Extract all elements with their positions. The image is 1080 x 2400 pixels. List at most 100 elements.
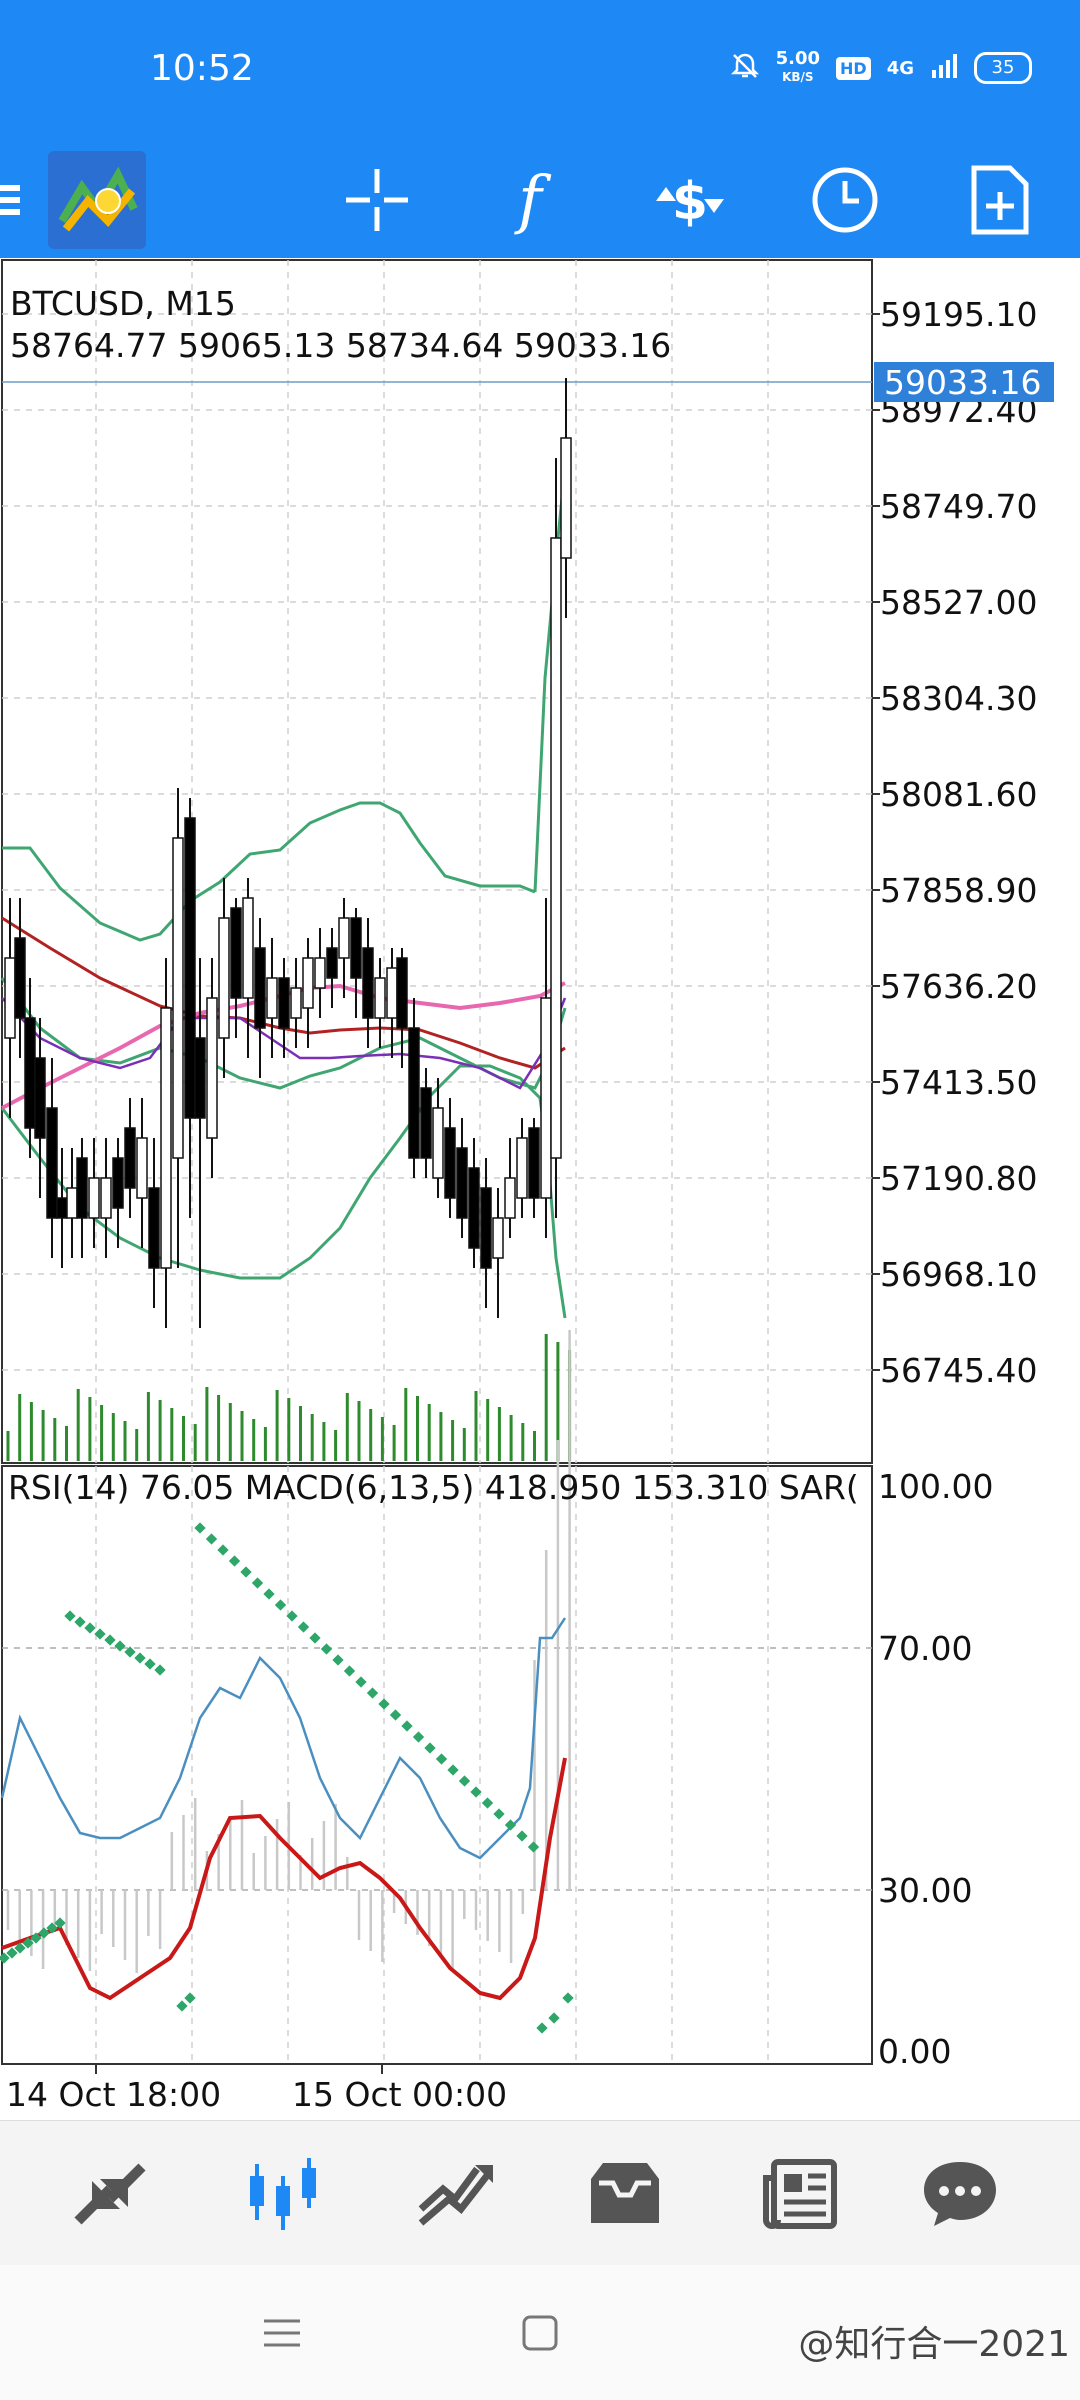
time-axis-label: 14 Oct 18:00 bbox=[6, 2075, 221, 2114]
candle-body bbox=[124, 1127, 136, 1189]
sar-dot bbox=[228, 1555, 241, 1567]
sar-dot bbox=[504, 1819, 517, 1831]
sar-dot bbox=[447, 1764, 459, 1776]
indicator-axis-label: 70.00 bbox=[878, 1629, 972, 1668]
metatrader-logo[interactable] bbox=[42, 142, 152, 258]
candle-body bbox=[314, 957, 326, 989]
chart-icon[interactable] bbox=[212, 2121, 352, 2266]
sar-dot bbox=[274, 1599, 287, 1611]
sar-dot bbox=[6, 1947, 18, 1959]
sar-dot bbox=[424, 1742, 436, 1754]
sar-dot bbox=[493, 1808, 505, 1820]
sar-dot bbox=[217, 1544, 229, 1556]
sar-dot bbox=[0, 1952, 10, 1964]
indicator-axis-label: 30.00 bbox=[878, 1871, 972, 1910]
sar-dot bbox=[320, 1643, 333, 1655]
quotes-icon[interactable] bbox=[40, 2121, 180, 2266]
svg-text:$: $ bbox=[672, 172, 708, 232]
main-chart-frame bbox=[1, 259, 873, 1464]
candle-body bbox=[492, 1217, 504, 1259]
chart-canvas[interactable]: 59195.1058972.4058749.7058527.0058304.30… bbox=[0, 258, 1080, 2120]
chart-symbol: BTCUSD, M15 bbox=[10, 284, 236, 323]
sar-dot bbox=[470, 1786, 482, 1798]
bollinger-upper bbox=[2, 801, 536, 942]
candle-body bbox=[148, 1187, 160, 1269]
sar-dot bbox=[251, 1577, 264, 1589]
candle-body bbox=[396, 957, 408, 1029]
clock: 10:52 bbox=[150, 48, 254, 89]
candle-body bbox=[408, 1027, 420, 1159]
candle-body bbox=[160, 1007, 172, 1269]
candle-body bbox=[432, 1107, 444, 1179]
status-bar: 10:52 5.00 KB/S HD 4G 35 bbox=[0, 0, 1080, 142]
candle-body bbox=[76, 1157, 88, 1219]
indicator-axis-label: 0.00 bbox=[878, 2032, 951, 2071]
sar-dot bbox=[355, 1676, 367, 1688]
indicators-icon[interactable]: f bbox=[475, 142, 585, 258]
bollinger-middle bbox=[0, 977, 567, 1090]
candle-body bbox=[560, 437, 572, 559]
trade-icon[interactable]: $ bbox=[635, 142, 745, 258]
candle-body bbox=[278, 977, 290, 1029]
sar-dot bbox=[516, 1830, 528, 1842]
candle-body bbox=[230, 907, 242, 999]
candle-body bbox=[302, 957, 314, 1009]
candle-body bbox=[88, 1177, 100, 1219]
sar-dot bbox=[64, 1610, 76, 1622]
bottom-nav bbox=[0, 2120, 1080, 2266]
sar-dot bbox=[54, 1917, 66, 1929]
objects-icon[interactable] bbox=[945, 142, 1055, 258]
mute-bell-icon bbox=[730, 51, 760, 85]
sar-dot bbox=[412, 1731, 425, 1743]
candle-body bbox=[24, 1017, 36, 1129]
sar-dot bbox=[184, 1992, 196, 2004]
home-icon[interactable] bbox=[520, 2313, 560, 2357]
sar-dot bbox=[548, 2012, 560, 2024]
sar-dot bbox=[124, 1646, 136, 1658]
sar-dot bbox=[74, 1616, 86, 1628]
candle-body bbox=[254, 947, 266, 1029]
network-type: 4G bbox=[886, 57, 914, 79]
history-icon[interactable] bbox=[555, 2121, 695, 2266]
system-nav: @知行合一2021 bbox=[0, 2265, 1080, 2400]
current-price-label: 59033.16 bbox=[884, 363, 1041, 402]
candle-body bbox=[46, 1107, 58, 1219]
news-icon[interactable] bbox=[730, 2121, 870, 2266]
macd-signal-line bbox=[1, 1757, 567, 2001]
messages-icon[interactable] bbox=[890, 2121, 1030, 2266]
sar-dot bbox=[263, 1588, 275, 1600]
candle-body bbox=[194, 1037, 206, 1119]
timeframe-icon[interactable] bbox=[790, 142, 900, 258]
rsi-line bbox=[0, 1617, 567, 1860]
candle-body bbox=[386, 967, 398, 1019]
trade-nav-icon[interactable] bbox=[385, 2121, 525, 2266]
sar-dot bbox=[176, 2000, 188, 2012]
candle-body bbox=[112, 1157, 124, 1209]
candle-body bbox=[550, 537, 562, 1159]
chart-area[interactable]: 59195.10 58972.40 58749.70 58527.00 58304.30… bbox=[0, 258, 1080, 2120]
menu-icon[interactable] bbox=[0, 142, 60, 258]
price-axis-label: 56745.40 bbox=[880, 1351, 1037, 1390]
candle-body bbox=[172, 837, 184, 1159]
candle-body bbox=[468, 1167, 480, 1249]
recent-apps-icon[interactable] bbox=[262, 2313, 302, 2357]
indicator-frame bbox=[1, 1465, 873, 2065]
price-axis-label: 56968.10 bbox=[880, 1255, 1037, 1294]
price-axis-label: 57858.90 bbox=[880, 871, 1037, 910]
candle-body bbox=[4, 957, 16, 1039]
sar-dot bbox=[458, 1775, 471, 1787]
price-axis-label: 59195.10 bbox=[880, 295, 1037, 334]
sar-dot bbox=[22, 1937, 34, 1949]
sar-dot bbox=[366, 1687, 379, 1699]
sar-dot bbox=[562, 1992, 574, 2004]
price-axis-label: 58304.30 bbox=[880, 679, 1037, 718]
candle-body bbox=[14, 937, 26, 1019]
candle-body bbox=[326, 947, 338, 979]
sar-dot bbox=[297, 1621, 310, 1633]
hd-badge: HD bbox=[836, 56, 871, 80]
candle-body bbox=[374, 977, 386, 1019]
candle-body bbox=[444, 1127, 456, 1199]
crosshair-icon[interactable] bbox=[322, 142, 432, 258]
candle-body bbox=[290, 987, 302, 1019]
sar-dot bbox=[240, 1566, 252, 1578]
